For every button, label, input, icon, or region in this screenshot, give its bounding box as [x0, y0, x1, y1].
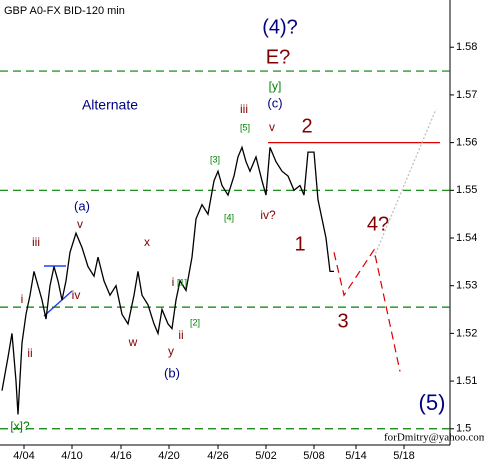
wave-label: [1] [177, 277, 187, 287]
watermark: forDmitry@yahoo.com [384, 432, 484, 444]
x-tick-label: 4/04 [13, 450, 34, 462]
wave-label: [5] [240, 122, 250, 132]
wave-label: ii [178, 328, 183, 342]
wave-label: (5) [419, 390, 446, 415]
x-tick-label: 5/02 [255, 450, 276, 462]
wave-label: iv? [260, 208, 276, 222]
x-tick-label: 5/18 [393, 450, 414, 462]
x-tick-label: 4/26 [207, 450, 228, 462]
x-tick-label: 5/14 [345, 450, 366, 462]
wave-label: [y] [269, 79, 282, 93]
wave-label: [4] [224, 212, 234, 222]
trendline [43, 290, 73, 317]
x-tick-label: 4/20 [158, 450, 179, 462]
wave-label: w [128, 335, 138, 349]
y-tick-label: 1.57 [456, 89, 477, 101]
y-tick-label: 1.56 [456, 137, 477, 149]
y-tick-label: 1.5 [456, 423, 471, 435]
x-tick-label: 4/16 [110, 450, 131, 462]
price-line [333, 248, 401, 372]
wave-label: 3 [337, 310, 348, 332]
x-tick-label: 4/10 [61, 450, 82, 462]
wave-label: (4)? [262, 16, 298, 38]
wave-label: 4? [367, 213, 389, 235]
wave-label: i [21, 292, 24, 306]
chart-title: GBP A0-FX BID-120 min [4, 5, 125, 17]
wave-label: i [172, 275, 175, 289]
x-tick-label: 5/08 [303, 450, 324, 462]
wave-label: [x]? [10, 419, 30, 433]
y-tick-label: 1.55 [456, 184, 477, 196]
wave-label: v [77, 217, 83, 231]
y-tick-label: 1.54 [456, 232, 477, 244]
wave-label: y [168, 344, 174, 358]
wave-label: E? [266, 46, 290, 68]
wave-label: 1 [294, 233, 305, 255]
wave-label: 2 [301, 115, 312, 137]
wave-label: iv [72, 288, 81, 302]
wave-label: ii [27, 346, 32, 360]
wave-label: iii [240, 102, 248, 116]
wave-label: x [144, 235, 150, 249]
y-tick-label: 1.58 [456, 41, 477, 53]
wave-label: v [269, 120, 275, 134]
y-tick-label: 1.52 [456, 327, 477, 339]
price-line [373, 108, 437, 258]
y-tick-label: 1.51 [456, 375, 477, 387]
wave-label: Alternate [82, 97, 138, 113]
price-line [1, 145, 334, 415]
wave-label: [3] [210, 154, 220, 164]
wave-label: (a) [74, 198, 90, 213]
wave-label: iii [32, 235, 40, 249]
wave-label: (c) [267, 95, 282, 110]
y-tick-label: 1.53 [456, 280, 477, 292]
wave-label: [2] [190, 317, 200, 327]
wave-label: (b) [164, 365, 180, 380]
